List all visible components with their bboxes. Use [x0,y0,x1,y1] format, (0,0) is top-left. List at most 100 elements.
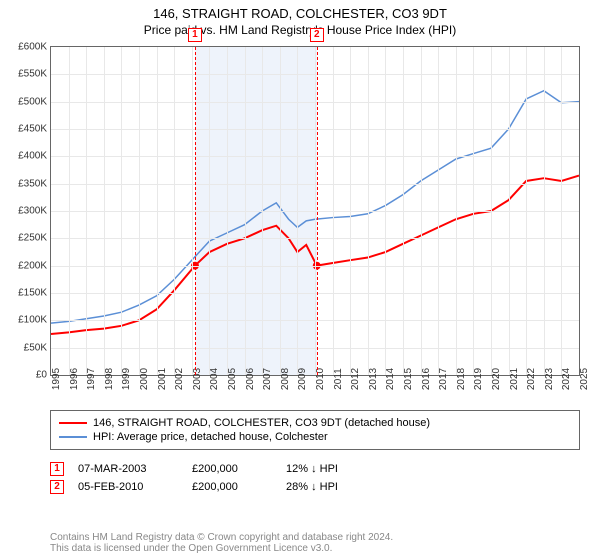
x-tick-label: 2009 [297,368,308,390]
x-tick-label: 2002 [174,368,185,390]
y-tick-label: £200K [18,260,47,271]
y-tick-label: £600K [18,42,47,53]
gridline-v [69,47,70,375]
sale-date: 07-MAR-2003 [78,463,178,475]
gridline-v [121,47,122,375]
x-tick-label: 2012 [350,368,361,390]
gridline-v [245,47,246,375]
x-tick-label: 2014 [385,368,396,390]
chart-subtitle: Price paid vs. HM Land Registry's House … [0,21,600,37]
chart-plot-area: £0£50K£100K£150K£200K£250K£300K£350K£400… [50,46,580,376]
x-tick-label: 2013 [368,368,379,390]
x-tick-label: 2023 [544,368,555,390]
y-tick-label: £550K [18,69,47,80]
gridline-v [561,47,562,375]
sale-marker-box: 1 [188,28,202,42]
y-tick-label: £50K [24,342,47,353]
y-tick-label: £250K [18,233,47,244]
attribution-text: Contains HM Land Registry data © Crown c… [50,532,580,554]
gridline-v [473,47,474,375]
sale-row-marker: 2 [50,480,64,494]
gridline-v [209,47,210,375]
y-tick-label: £350K [18,178,47,189]
attribution-line: Contains HM Land Registry data © Crown c… [50,532,580,543]
sale-price: £200,000 [192,481,272,493]
x-tick-label: 2003 [192,368,203,390]
x-tick-label: 2015 [403,368,414,390]
sale-marker-box: 2 [310,28,324,42]
y-tick-label: £100K [18,315,47,326]
x-tick-label: 1995 [51,368,62,390]
x-tick-label: 1997 [86,368,97,390]
x-tick-label: 2011 [333,368,344,390]
x-tick-label: 2008 [280,368,291,390]
legend-swatch [59,422,87,424]
legend-row: 146, STRAIGHT ROAD, COLCHESTER, CO3 9DT … [59,417,571,429]
x-tick-label: 2019 [473,368,484,390]
gridline-v [333,47,334,375]
y-tick-label: £500K [18,96,47,107]
legend-swatch [59,436,87,438]
y-tick-label: £150K [18,288,47,299]
x-tick-label: 2018 [456,368,467,390]
gridline-v [421,47,422,375]
gridline-v [368,47,369,375]
sale-hpi-delta: 12% ↓ HPI [286,463,386,475]
x-tick-label: 2022 [526,368,537,390]
gridline-v [157,47,158,375]
x-tick-label: 1999 [121,368,132,390]
y-tick-label: £0 [36,370,47,381]
legend-box: 146, STRAIGHT ROAD, COLCHESTER, CO3 9DT … [50,410,580,450]
gridline-v [86,47,87,375]
gridline-v [491,47,492,375]
x-tick-label: 2007 [262,368,273,390]
chart-title: 146, STRAIGHT ROAD, COLCHESTER, CO3 9DT [0,0,600,21]
sales-table: 1 07-MAR-2003 £200,000 12% ↓ HPI 2 05-FEB-201… [50,458,580,498]
x-tick-label: 2020 [491,368,502,390]
sale-hpi-delta: 28% ↓ HPI [286,481,386,493]
sale-row: 1 07-MAR-2003 £200,000 12% ↓ HPI [50,462,580,476]
gridline-v [403,47,404,375]
sale-row: 2 05-FEB-2010 £200,000 28% ↓ HPI [50,480,580,494]
y-tick-label: £300K [18,206,47,217]
gridline-v [526,47,527,375]
x-tick-label: 1996 [69,368,80,390]
gridline-v [174,47,175,375]
gridline-v [509,47,510,375]
gridline-v [104,47,105,375]
gridline-v [280,47,281,375]
x-tick-label: 2004 [209,368,220,390]
gridline-v [297,47,298,375]
x-tick-label: 1998 [104,368,115,390]
x-tick-label: 2006 [245,368,256,390]
x-tick-label: 2025 [579,368,590,390]
x-tick-label: 2024 [561,368,572,390]
sale-price: £200,000 [192,463,272,475]
gridline-v [139,47,140,375]
x-tick-label: 2017 [438,368,449,390]
y-tick-label: £450K [18,124,47,135]
x-tick-label: 2000 [139,368,150,390]
gridline-v [192,47,193,375]
x-tick-label: 2016 [421,368,432,390]
gridline-v [385,47,386,375]
y-tick-label: £400K [18,151,47,162]
sale-date: 05-FEB-2010 [78,481,178,493]
plot-box: £0£50K£100K£150K£200K£250K£300K£350K£400… [50,46,580,376]
legend-row: HPI: Average price, detached house, Colc… [59,431,571,443]
gridline-v [227,47,228,375]
gridline-v [438,47,439,375]
sale-row-marker: 1 [50,462,64,476]
attribution-line: This data is licensed under the Open Gov… [50,543,580,554]
house-price-chart: 146, STRAIGHT ROAD, COLCHESTER, CO3 9DT … [0,0,600,560]
sale-marker-line [195,47,196,375]
gridline-v [456,47,457,375]
legend-label: HPI: Average price, detached house, Colc… [93,431,328,443]
x-tick-label: 2021 [509,368,520,390]
sale-marker-line [317,47,318,375]
gridline-v [262,47,263,375]
legend-label: 146, STRAIGHT ROAD, COLCHESTER, CO3 9DT … [93,417,430,429]
x-tick-label: 2005 [227,368,238,390]
gridline-v [544,47,545,375]
x-tick-label: 2001 [157,368,168,390]
